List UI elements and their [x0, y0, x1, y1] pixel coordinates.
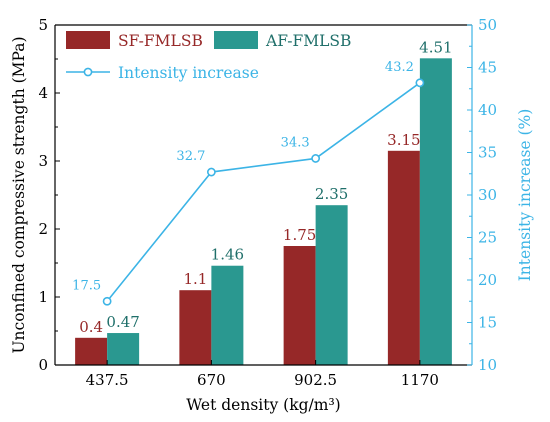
- x-axis-title: Wet density (kg/m³): [186, 396, 340, 414]
- left-axis-tick-label: 4: [38, 84, 48, 102]
- legend-label-intensity-increase: Intensity increase: [118, 64, 259, 82]
- right-axis-tick-label: 45: [478, 59, 497, 77]
- data-label-sf-fmlsb: 1.1: [183, 270, 207, 288]
- intensity-increase-point: [102, 296, 112, 306]
- data-label-sf-fmlsb: 1.75: [283, 226, 316, 244]
- y-axis-title: Unconfined compressive strength (MPa): [10, 36, 28, 353]
- x-axis-tick-label: 437.5: [86, 371, 129, 389]
- right-axis-tick-label: 20: [478, 271, 497, 289]
- y2-axis-title: Intensity increase (%): [516, 109, 534, 282]
- intensity-increase-point: [415, 78, 425, 88]
- bar-sf-fmlsb: [179, 290, 212, 365]
- right-axis-tick-label: 10: [478, 356, 497, 374]
- legend-label-sf-fmlsb: SF-FMLSB: [118, 32, 203, 50]
- legend-swatch-intensity-marker: [83, 67, 93, 77]
- bar-sf-fmlsb: [283, 246, 316, 365]
- data-label-af-fmlsb: 4.51: [419, 38, 452, 56]
- bar-af-fmlsb: [419, 58, 452, 365]
- x-axis-tick-label: 1170: [401, 371, 439, 389]
- right-axis-tick-label: 15: [478, 314, 497, 332]
- right-axis-tick-label: 30: [478, 186, 497, 204]
- left-axis-tick-label: 3: [38, 152, 48, 170]
- intensity-increase-point: [311, 154, 321, 163]
- left-axis-tick-label: 5: [38, 16, 48, 34]
- data-label-intensity-increase: 32.7: [176, 149, 205, 164]
- bar-sf-fmlsb: [75, 337, 108, 365]
- legend-label-af-fmlsb: AF-FMLSB: [265, 32, 351, 50]
- x-axis-tick-label: 670: [197, 371, 226, 389]
- data-label-af-fmlsb: 2.35: [315, 185, 348, 203]
- data-label-intensity-increase: 17.5: [72, 278, 101, 293]
- data-label-af-fmlsb: 1.46: [211, 246, 244, 264]
- data-label-sf-fmlsb: 3.15: [387, 131, 420, 149]
- legend-swatch-sf-fmlsb: [66, 31, 110, 49]
- data-label-sf-fmlsb: 0.4: [79, 318, 103, 336]
- bar-af-fmlsb: [211, 265, 244, 365]
- left-axis-tick-label: 0: [38, 356, 48, 374]
- right-axis-tick-label: 40: [478, 101, 497, 119]
- right-axis-tick-label: 25: [478, 229, 497, 247]
- left-axis-tick-label: 2: [38, 220, 48, 238]
- bar-af-fmlsb: [315, 205, 348, 365]
- intensity-increase-point: [206, 167, 216, 177]
- data-label-intensity-increase: 34.3: [281, 135, 310, 150]
- right-axis-tick-label: 50: [478, 16, 497, 34]
- bar-sf-fmlsb: [387, 150, 420, 365]
- right-axis-tick-label: 35: [478, 144, 497, 162]
- data-label-af-fmlsb: 0.47: [106, 313, 139, 331]
- x-axis-tick-label: 902.5: [294, 371, 337, 389]
- intensity-increase-line: [106, 82, 421, 302]
- legend-swatch-af-fmlsb: [214, 31, 258, 49]
- bar-af-fmlsb: [107, 333, 140, 365]
- data-label-intensity-increase: 43.2: [385, 60, 414, 75]
- left-axis-tick-label: 1: [38, 288, 48, 306]
